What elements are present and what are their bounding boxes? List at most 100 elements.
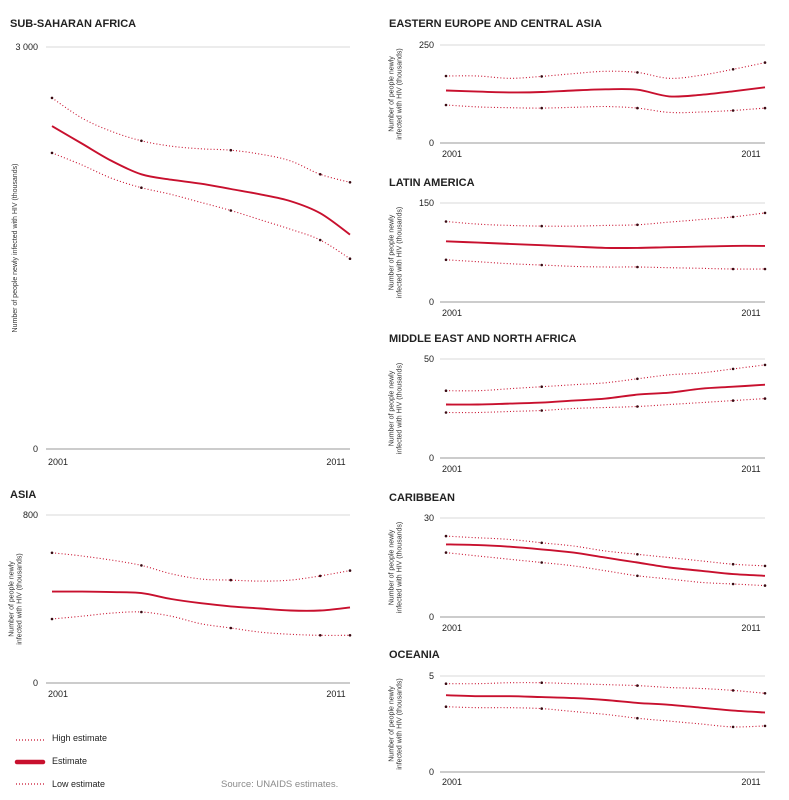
series-high-point <box>318 173 322 176</box>
series-high-point <box>444 220 448 223</box>
series-low-point <box>348 634 352 637</box>
series-low-point <box>444 103 448 107</box>
series-high-point <box>140 564 143 567</box>
series-high-point <box>636 377 639 381</box>
y-tick-zero: 0 <box>429 453 434 463</box>
series-low-point <box>763 106 767 110</box>
series-estimate-line <box>445 86 766 98</box>
x-tick-end: 2011 <box>326 689 345 699</box>
panel-oceania: OCEANIA 5 0 2001 2011 Number of people newly… <box>389 649 767 787</box>
panel-sub-saharan-africa: SUB-SAHARAN AFRICA 3 000 0 2001 2011 Number … <box>10 18 352 467</box>
x-tick-start: 2001 <box>442 308 462 318</box>
series-low-point <box>636 716 639 720</box>
series-low-point <box>444 411 448 414</box>
panel-title: ASIA <box>10 489 36 501</box>
y-tick-zero: 0 <box>429 612 434 622</box>
series-low-point <box>444 705 448 708</box>
x-tick-end: 2011 <box>741 777 760 787</box>
series-low-point <box>731 109 735 112</box>
panel-title: OCEANIA <box>389 649 440 661</box>
series-low-point <box>50 151 54 155</box>
series-high-line <box>445 682 766 694</box>
series-estimate-line <box>445 694 766 714</box>
series-low-line <box>445 706 766 728</box>
panel-asia: ASIA 800 0 2001 2011 Number of people newlyi… <box>9 489 352 699</box>
panel-latin-america: LATIN AMERICA 150 0 2001 2011 Number of peop… <box>389 177 767 318</box>
series-high-point <box>318 574 322 578</box>
y-tick-top: 3 000 <box>15 42 38 52</box>
series-low-point <box>444 551 448 554</box>
series-low-point <box>636 574 639 578</box>
series-high-point <box>763 61 767 64</box>
series-low-point <box>636 405 639 408</box>
series-low-point <box>540 263 543 267</box>
series-low-point <box>140 186 143 189</box>
legend: High estimate Estimate Low estimate <box>14 733 107 789</box>
series-high-point <box>763 692 767 695</box>
y-tick-top: 50 <box>424 354 434 364</box>
series-low-point <box>540 707 543 710</box>
series-low-point <box>731 725 735 729</box>
series-estimate-line <box>52 590 351 612</box>
series-high-line <box>445 62 766 79</box>
series-low-point <box>636 106 639 110</box>
series-estimate-line <box>445 240 766 249</box>
series-low-line <box>445 259 766 270</box>
series-low-point <box>731 267 735 271</box>
y-tick-zero: 0 <box>429 767 434 777</box>
x-tick-end: 2011 <box>741 308 760 318</box>
series-high-point <box>763 211 767 215</box>
series-low-line <box>445 104 766 114</box>
panel-title: MIDDLE EAST AND NORTH AFRICA <box>389 333 576 345</box>
series-high-line <box>51 97 351 183</box>
y-tick-zero: 0 <box>429 297 434 307</box>
y-tick-zero: 0 <box>33 444 38 454</box>
series-high-point <box>731 689 735 692</box>
series-low-line <box>445 398 766 414</box>
series-low-point <box>50 617 54 621</box>
x-tick-start: 2001 <box>442 464 462 474</box>
series-estimate-line <box>51 125 351 236</box>
series-low-point <box>731 582 735 586</box>
y-axis-label: Number of people newlyinfected with HIV … <box>389 363 404 454</box>
y-tick-zero: 0 <box>429 138 434 148</box>
x-tick-start: 2001 <box>442 149 462 159</box>
y-axis-label: Number of people newlyinfected with HIV … <box>389 678 404 769</box>
series-low-point <box>763 584 767 587</box>
series-low-line <box>51 152 351 260</box>
y-tick-top: 150 <box>419 198 434 208</box>
panel-eastern-europe-central-asia: EASTERN EUROPE AND CENTRAL ASIA 250 0 2001… <box>389 18 767 159</box>
x-tick-start: 2001 <box>442 623 462 633</box>
x-tick-end: 2011 <box>741 149 760 159</box>
series-high-line <box>445 364 766 392</box>
series-high-point <box>540 681 543 684</box>
series-high-point <box>763 363 767 367</box>
x-tick-end: 2011 <box>326 457 345 467</box>
series-high-point <box>50 96 54 100</box>
series-low-point <box>229 626 233 630</box>
source-note: Source: UNAIDS estimates. <box>221 779 338 790</box>
panel-title: SUB-SAHARAN AFRICA <box>10 18 136 30</box>
y-axis-label: Number of people newlyinfected with HIV … <box>389 522 404 613</box>
series-high-point <box>140 139 143 143</box>
series-low-line <box>445 552 766 587</box>
series-high-point <box>540 385 543 389</box>
series-high-line <box>445 535 766 567</box>
series-high-point <box>348 569 352 572</box>
y-axis-label: Number of people newlyinfected with HIV … <box>389 48 404 139</box>
y-tick-zero: 0 <box>33 678 38 688</box>
series-low-point <box>636 265 639 269</box>
series-high-point <box>731 367 735 371</box>
series-low-point <box>731 399 735 402</box>
series-high-point <box>731 215 735 219</box>
y-tick-top: 30 <box>424 513 434 523</box>
series-high-point <box>763 564 767 568</box>
series-high-point <box>444 682 448 685</box>
series-high-point <box>636 223 639 227</box>
legend-estimate-label: Estimate <box>52 756 87 766</box>
series-high-point <box>636 553 639 556</box>
series-high-point <box>731 68 735 71</box>
series-high-point <box>540 224 543 228</box>
series-high-point <box>444 389 448 393</box>
series-high-point <box>444 534 448 538</box>
